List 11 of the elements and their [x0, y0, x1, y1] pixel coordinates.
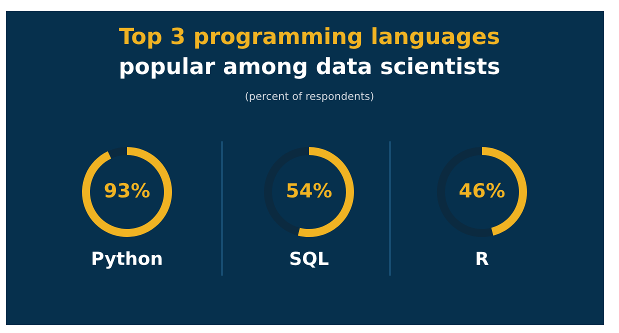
- slice-label: Python: [92, 251, 162, 269]
- text: Top 3 programming languages: [119, 27, 499, 49]
- donut-slice: [108, 147, 127, 159]
- text: popular among data scientists: [120, 57, 500, 79]
- data-label: 46%: [460, 182, 505, 198]
- data-label: 93%: [104, 182, 150, 198]
- data-label: 54%: [287, 182, 332, 198]
- donut-slice: [82, 147, 172, 237]
- slice-label: SQL: [290, 252, 328, 268]
- slice-label: R: [476, 252, 489, 265]
- text: (percent of respondents): [246, 92, 374, 102]
